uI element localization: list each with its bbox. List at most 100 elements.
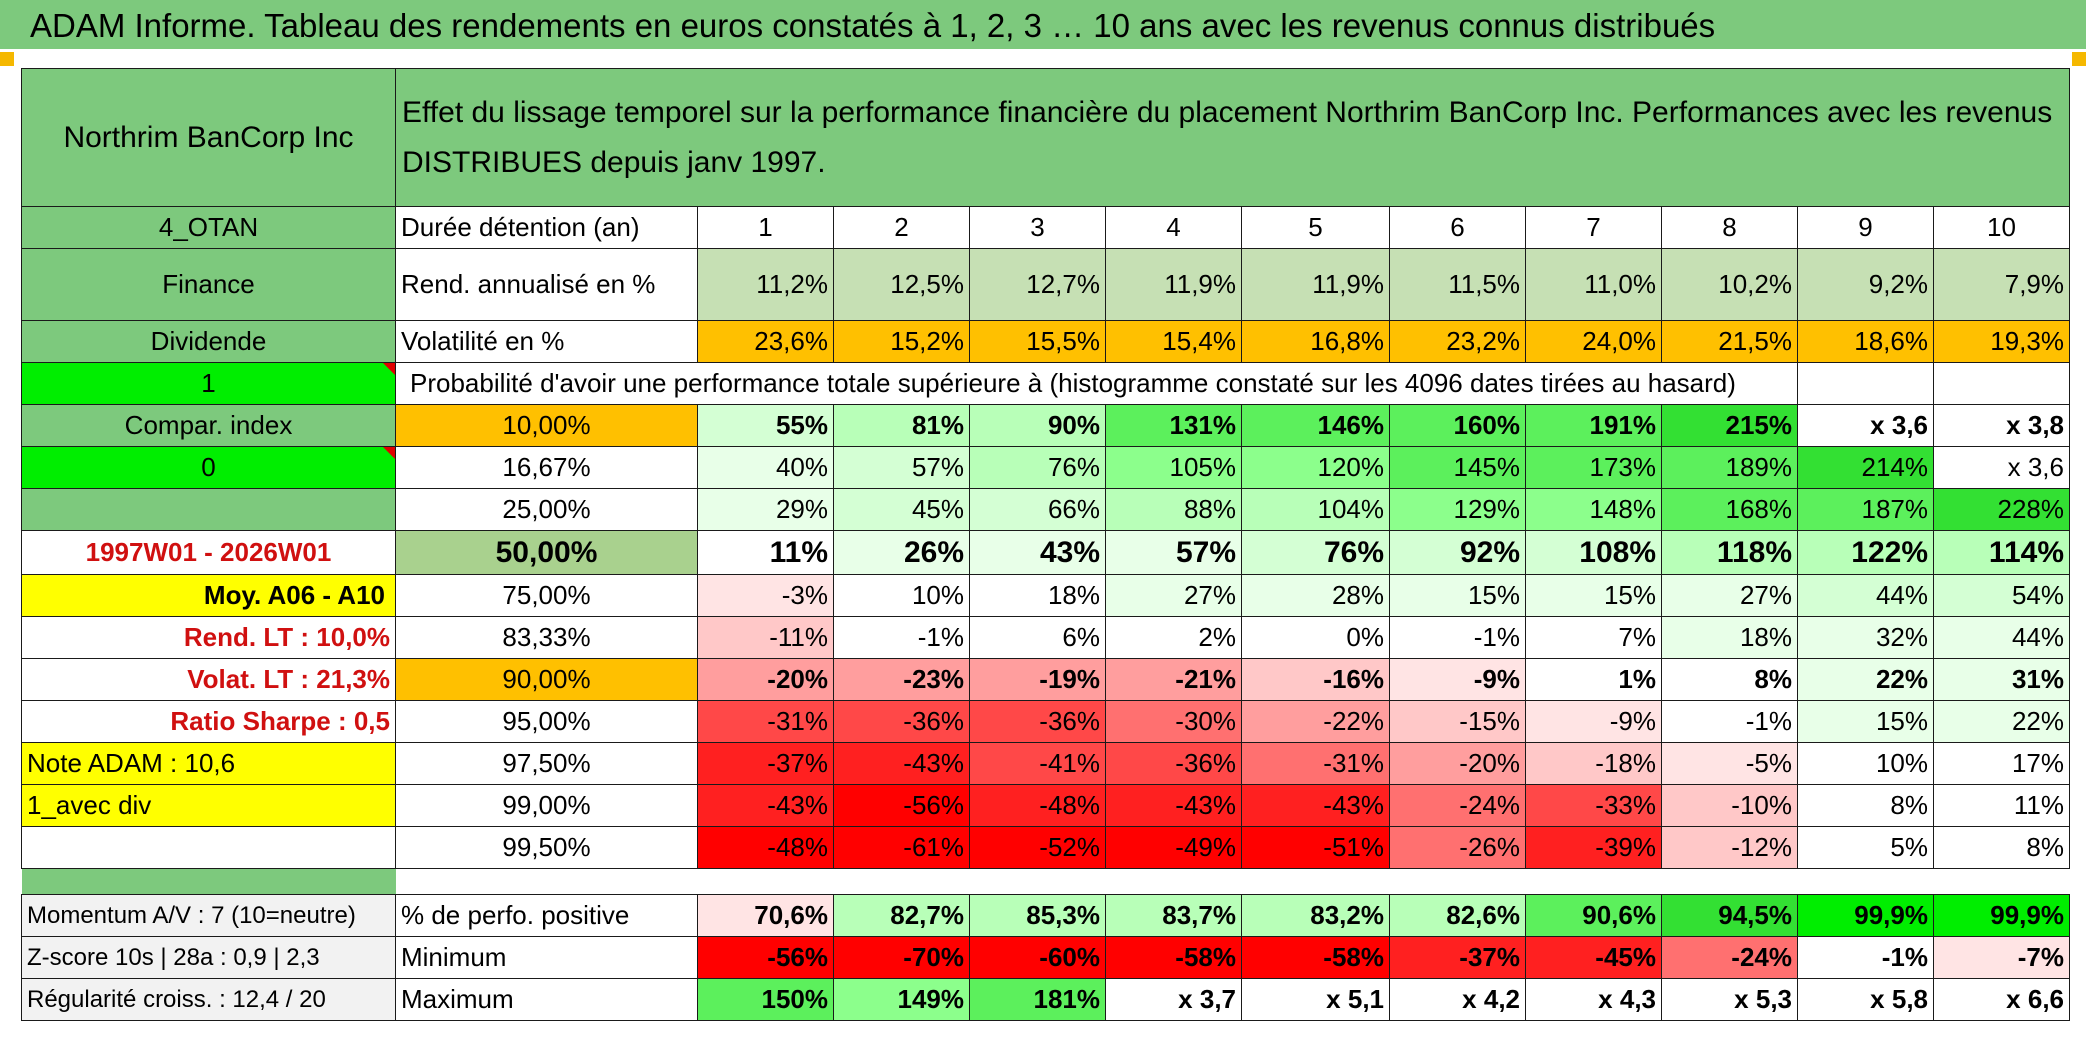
quantile-value: 11% <box>1933 784 2070 827</box>
year-header: 10 <box>1933 206 2070 249</box>
value-one-cell: 1 <box>21 362 396 405</box>
moy-cell: Moy. A06 - A10 <box>21 574 396 617</box>
empty-cell <box>1933 362 2070 405</box>
code-cell: 4_OTAN <box>21 206 396 249</box>
frame-corner-marker <box>0 52 14 66</box>
quantile-value: -1% <box>1389 616 1526 659</box>
quantile-value: -5% <box>1661 742 1798 785</box>
quantile-value: -3% <box>697 574 834 617</box>
minimum-value: -45% <box>1525 936 1662 979</box>
minimum-value: -24% <box>1661 936 1798 979</box>
quantile-value: 55% <box>697 404 834 447</box>
quantile-value: 22% <box>1797 658 1934 701</box>
table-row: 99,50% -48% -61% -52% -49% -51% -26% -39% -12% 5%… <box>21 826 2070 869</box>
table-row: 25,00% 29% 45% 66% 88% 104% 129% 148% 168% 187% 22… <box>21 488 2070 531</box>
quantile-value: -43% <box>697 784 834 827</box>
maximum-value: x 4,3 <box>1525 978 1662 1021</box>
quantile-value: 18% <box>969 574 1106 617</box>
quantile-value: 2% <box>1105 616 1242 659</box>
annual-return-value: 11,0% <box>1525 248 1662 321</box>
quantile-value: -37% <box>697 742 834 785</box>
quantile-value: 10% <box>833 574 970 617</box>
quantile-value: 8% <box>1797 784 1934 827</box>
quantile-value: 168% <box>1661 488 1798 531</box>
quantile-value: -36% <box>1105 742 1242 785</box>
quantile-value: -43% <box>1241 784 1390 827</box>
volatility-value: 23,6% <box>697 320 834 363</box>
quantile-value: 131% <box>1105 404 1242 447</box>
quantile-value: 40% <box>697 446 834 489</box>
minimum-value: -7% <box>1933 936 2070 979</box>
quantile-label: 50,00% <box>395 530 698 575</box>
positive-perf-value: 70,6% <box>697 894 834 937</box>
quantile-value: -9% <box>1389 658 1526 701</box>
quantile-value: 27% <box>1105 574 1242 617</box>
table-row: Dividende Volatilité en % 23,6% 15,2% 15,5% 1… <box>21 320 2070 363</box>
quantile-value: -43% <box>1105 784 1242 827</box>
quantile-value: -22% <box>1241 700 1390 743</box>
quantile-value: 76% <box>1241 530 1390 575</box>
quantile-value: -21% <box>1105 658 1242 701</box>
table-row <box>21 868 2070 895</box>
annual-return-value: 9,2% <box>1797 248 1934 321</box>
table-row: Rend. LT : 10,0% 83,33% -11% -1% 6% 2% 0% -1% 7%… <box>21 616 2070 659</box>
annual-return-label: Rend. annualisé en % <box>395 248 698 321</box>
quantile-value: 173% <box>1525 446 1662 489</box>
volatility-value: 15,2% <box>833 320 970 363</box>
quantile-value: -48% <box>697 826 834 869</box>
positive-perf-value: 99,9% <box>1933 894 2070 937</box>
quantile-value: -36% <box>969 700 1106 743</box>
quantile-value: 189% <box>1661 446 1798 489</box>
value-zero-cell: 0 <box>21 446 396 489</box>
positive-perf-value: 82,6% <box>1389 894 1526 937</box>
quantile-value: 43% <box>969 530 1106 575</box>
quantile-value: 120% <box>1241 446 1390 489</box>
volatility-value: 18,6% <box>1797 320 1934 363</box>
table-row: Moy. A06 - A10 75,00% -3% 10% 18% 27% 28% 15% 15… <box>21 574 2070 617</box>
type-cell: Dividende <box>21 320 396 363</box>
maximum-value: 149% <box>833 978 970 1021</box>
quantile-value: -56% <box>833 784 970 827</box>
positive-perf-value: 83,7% <box>1105 894 1242 937</box>
quantile-label: 83,33% <box>395 616 698 659</box>
quantile-value: 114% <box>1933 530 2070 575</box>
year-header: 1 <box>697 206 834 249</box>
table-row: Momentum A/V : 7 (10=neutre)% de perfo. … <box>21 894 2070 937</box>
empty-cell <box>21 826 396 869</box>
positive-perf-value: 99,9% <box>1797 894 1934 937</box>
quantile-value: 122% <box>1797 530 1934 575</box>
minimum-value: -60% <box>969 936 1106 979</box>
table-row: 1_avec div 99,00% -43% -56% -48% -43% -43% -24%… <box>21 784 2070 827</box>
quantile-value: 15% <box>1797 700 1934 743</box>
quantile-value: 8% <box>1933 826 2070 869</box>
minimum-value: -58% <box>1105 936 1242 979</box>
adam-note: Note ADAM : 10,6 <box>21 742 396 785</box>
quantile-value: 215% <box>1661 404 1798 447</box>
quantile-value: -1% <box>833 616 970 659</box>
quantile-value: -9% <box>1525 700 1662 743</box>
volatility-value: 21,5% <box>1661 320 1798 363</box>
table-row: 1997W01 - 2026W01 50,00% 11% 26% 43% 57% 76% 92… <box>21 530 2070 575</box>
quantile-value: -18% <box>1525 742 1662 785</box>
z-score: Z-score 10s | 28a : 0,9 | 2,3 <box>21 936 396 979</box>
quantile-value: -10% <box>1661 784 1798 827</box>
long-term-return: Rend. LT : 10,0% <box>21 616 396 659</box>
quantile-value: -20% <box>1389 742 1526 785</box>
table-row: 1 Probabilité d'avoir une performance tot… <box>21 362 2070 405</box>
volatility-label: Volatilité en % <box>395 320 698 363</box>
quantile-label: 95,00% <box>395 700 698 743</box>
quantile-value: 118% <box>1661 530 1798 575</box>
maximum-label: Maximum <box>395 978 698 1021</box>
annual-return-value: 10,2% <box>1661 248 1798 321</box>
quantile-value: 5% <box>1797 826 1934 869</box>
dividend-mode: 1_avec div <box>21 784 396 827</box>
quantile-value: 88% <box>1105 488 1242 531</box>
quantile-value: 129% <box>1389 488 1526 531</box>
volatility-value: 16,8% <box>1241 320 1390 363</box>
quantile-value: 10% <box>1797 742 1934 785</box>
quantile-value: -61% <box>833 826 970 869</box>
probability-label: Probabilité d'avoir une performance tota… <box>395 362 1798 405</box>
quantile-value: -48% <box>969 784 1106 827</box>
report-title: ADAM Informe. Tableau des rendements en … <box>0 0 2086 52</box>
quantile-label: 97,50% <box>395 742 698 785</box>
